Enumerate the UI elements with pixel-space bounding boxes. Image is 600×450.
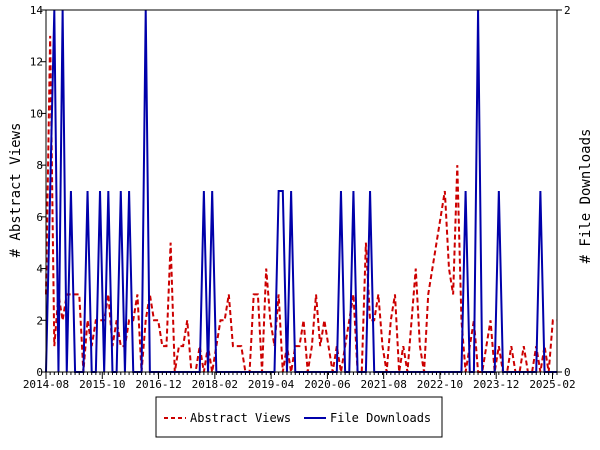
- y-axis-left-title: # Abstract Views: [8, 123, 24, 258]
- x-tick-label: 2021-08: [360, 378, 406, 391]
- legend-box: [155, 396, 443, 438]
- x-tick-label: 2020-06: [304, 378, 350, 391]
- y-left-tick-label: 10: [30, 107, 43, 120]
- plot-frame: [45, 9, 558, 373]
- legend-label-abstract-views: Abstract Views: [190, 411, 291, 425]
- x-tick-label: 2018-02: [192, 378, 238, 391]
- y-left-tick-label: 8: [36, 159, 43, 172]
- x-tick-label: 2023-12: [473, 378, 519, 391]
- x-tick-label: 2019-04: [248, 378, 295, 391]
- y-right-tick-label: 2: [564, 4, 571, 17]
- x-tick-label: 2016-12: [135, 378, 181, 391]
- axes: 0 2 4 6 8 10 12 14 0 2 2014-08 2015-10 2016-12 2018-0…: [23, 4, 576, 391]
- x-tick-label: 2014-08: [23, 378, 69, 391]
- y-right-tick-label: 0: [564, 366, 571, 379]
- x-tick-label: 2015-10: [79, 378, 125, 391]
- y-left-tick-label: 14: [30, 4, 44, 17]
- x-tick-label: 2022-10: [417, 378, 463, 391]
- legend-label-file-downloads: File Downloads: [330, 411, 431, 425]
- y-left-tick-label: 6: [36, 211, 43, 224]
- series-line-abstract-views: [45, 35, 557, 373]
- legend: Abstract Views File Downloads: [155, 396, 443, 438]
- y-left-tick-label: 12: [30, 56, 43, 69]
- y-left-tick-label: 4: [36, 263, 43, 276]
- y-axis-right-title: # File Downloads: [578, 129, 594, 264]
- x-tick-label: 2025-02: [529, 378, 575, 391]
- y-left-tick-label: 2: [36, 314, 43, 327]
- y-left-tick-label: 0: [36, 366, 43, 379]
